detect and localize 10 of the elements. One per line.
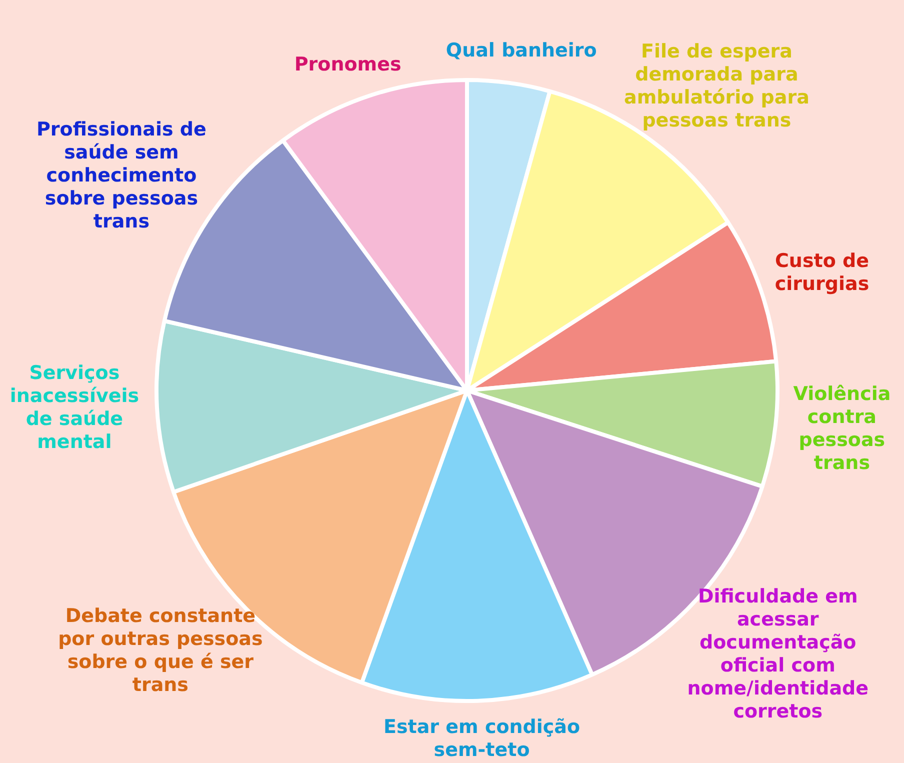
slice-label: Qual banheiro bbox=[446, 40, 597, 62]
slice-label: Profissionais de saúde sem conhecimento sobre pessoas trans bbox=[36, 118, 206, 233]
slice-label: Serviços inacessíveis de saúde mental bbox=[10, 362, 140, 453]
slice-label: Dificuldade em acessar documentação oficial com nome/identidade corretos bbox=[687, 586, 868, 723]
slice-label: Custo de cirurgias bbox=[774, 250, 870, 296]
slice-label: Estar em condição sem-teto bbox=[383, 716, 580, 762]
slice-label: Violência contra pessoas trans bbox=[793, 383, 891, 474]
slice-label: Pronomes bbox=[294, 53, 402, 76]
slice-label: Debate constante por outras pessoas sobre o que é ser trans bbox=[58, 605, 263, 696]
slice-label: File de espera demorada para ambulatório para pessoas trans bbox=[624, 40, 810, 132]
